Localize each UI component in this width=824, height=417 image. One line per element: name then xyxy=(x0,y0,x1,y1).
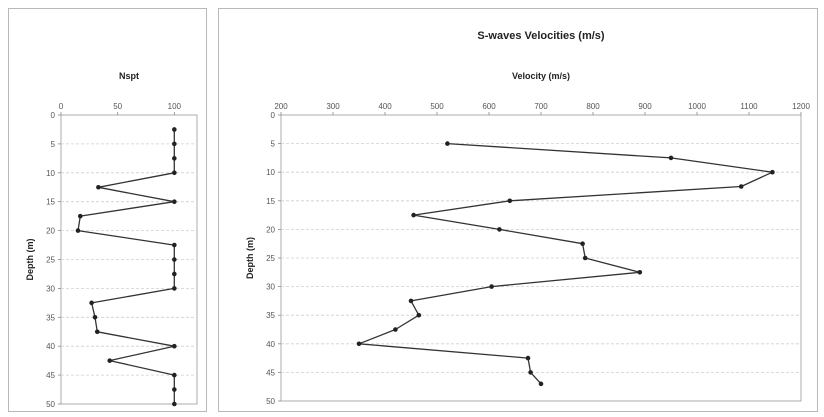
data-point xyxy=(416,312,422,318)
data-point xyxy=(94,329,100,335)
x-tick-label: 800 xyxy=(586,102,600,111)
data-point xyxy=(356,341,362,347)
vs-chart: S-waves Velocities (m/s) Velocity (m/s) 0 5… xyxy=(245,30,810,406)
y-tick-label: 10 xyxy=(266,168,275,177)
x-tick-label: 1100 xyxy=(740,102,758,111)
y-tick-label: 25 xyxy=(266,254,275,263)
y-tick-label: 25 xyxy=(46,256,55,265)
y-tick-label: 20 xyxy=(46,227,55,236)
nspt-chart-panel: Nspt 0 5 10 15 20 25 30 35 40 45 50 0 50 100 Depth (m) xyxy=(8,8,207,412)
x-tick-label: 400 xyxy=(378,102,392,111)
x-tick-label: 1200 xyxy=(792,102,810,111)
data-point xyxy=(411,212,416,218)
data-point xyxy=(408,298,414,304)
y-tick-label: 40 xyxy=(266,340,275,349)
data-point xyxy=(107,358,113,363)
data-point xyxy=(528,370,533,375)
data-point xyxy=(75,228,81,233)
data-point xyxy=(89,300,94,306)
x-tick-label: 1000 xyxy=(688,102,706,111)
y-tick-label: 30 xyxy=(46,284,55,293)
y-tick-label: 5 xyxy=(271,140,276,149)
data-point xyxy=(172,170,177,176)
data-point xyxy=(770,169,775,175)
data-point xyxy=(172,286,177,291)
y-axis-title: Depth (m) xyxy=(245,237,255,279)
data-point xyxy=(172,387,177,392)
y-tick-label: 35 xyxy=(266,311,275,320)
data-point xyxy=(507,198,513,204)
data-point xyxy=(393,327,398,332)
y-tick-label: 0 xyxy=(271,111,276,120)
y-tick-label: 45 xyxy=(46,371,55,380)
y-tick-label: 30 xyxy=(266,283,275,292)
x-tick-label: 100 xyxy=(168,102,182,111)
chart-subtitle: Nspt xyxy=(119,71,139,81)
x-tick-label: 700 xyxy=(534,102,548,111)
data-point xyxy=(538,381,544,387)
data-point xyxy=(172,199,177,204)
y-tick-label: 15 xyxy=(46,198,55,207)
x-tick-label: 500 xyxy=(430,102,444,111)
data-point xyxy=(738,184,744,189)
data-point xyxy=(77,213,83,219)
data-point xyxy=(637,270,643,275)
data-point xyxy=(497,227,502,232)
vs-chart-panel: S-waves Velocities (m/s) Velocity (m/s) 0 5… xyxy=(218,8,818,412)
y-tick-label: 10 xyxy=(46,169,55,178)
y-tick-label: 35 xyxy=(46,313,55,322)
data-point xyxy=(172,343,177,349)
y-tick-label: 15 xyxy=(266,197,275,206)
data-point xyxy=(668,155,674,161)
data-point xyxy=(92,315,98,320)
series-line xyxy=(77,129,175,404)
series-line xyxy=(358,142,774,385)
data-point xyxy=(172,127,177,132)
x-tick-label: 50 xyxy=(113,102,122,111)
data-point xyxy=(172,271,177,277)
y-tick-label: 5 xyxy=(51,140,56,149)
data-point xyxy=(172,242,177,248)
x-tick-label: 200 xyxy=(274,102,288,111)
y-tick-label: 20 xyxy=(266,225,275,234)
y-tick-label: 50 xyxy=(46,400,55,409)
data-point xyxy=(582,255,588,261)
y-axis-title: Depth (m) xyxy=(25,239,35,281)
chart-title: S-waves Velocities (m/s) xyxy=(477,30,605,42)
chart-subtitle: Velocity (m/s) xyxy=(512,71,570,81)
data-point xyxy=(172,156,177,161)
data-point xyxy=(489,284,494,289)
y-tick-label: 40 xyxy=(46,342,55,351)
data-point xyxy=(580,241,585,246)
x-tick-label: 600 xyxy=(482,102,496,111)
data-point xyxy=(445,141,450,146)
nspt-chart: Nspt 0 5 10 15 20 25 30 35 40 45 50 0 50 100 Depth (m) xyxy=(25,71,198,409)
y-tick-label: 0 xyxy=(51,111,56,120)
data-point xyxy=(172,141,177,147)
x-tick-label: 0 xyxy=(59,102,64,111)
data-point xyxy=(172,257,177,262)
data-point xyxy=(96,184,101,190)
x-tick-label: 300 xyxy=(326,102,340,111)
y-tick-label: 50 xyxy=(266,397,275,406)
x-tick-label: 900 xyxy=(638,102,652,111)
y-tick-label: 45 xyxy=(266,368,275,377)
data-point xyxy=(525,355,531,361)
data-point xyxy=(172,401,177,407)
data-point xyxy=(172,372,177,378)
